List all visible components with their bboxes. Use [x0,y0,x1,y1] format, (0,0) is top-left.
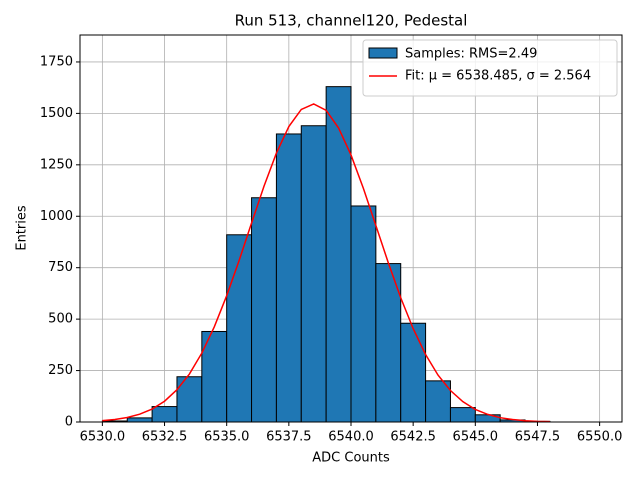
y-axis-label: Entries [15,205,30,251]
bar [201,330,228,423]
x-tick-label: 6532.5 [142,430,188,445]
y-tick-label: 1000 [40,209,73,224]
y-tick-label: 0 [65,415,73,430]
x-axis-label: ADC Counts [312,451,390,466]
x-tick-label: 6542.5 [390,430,436,445]
legend-swatch [368,47,398,59]
bar [126,417,153,423]
x-tick-label: 6545.0 [453,430,499,445]
x-tick-label: 6550.0 [577,430,623,445]
bar [300,125,327,423]
y-tick-label: 500 [48,312,73,327]
legend-box [362,39,618,97]
bar [350,205,377,423]
x-tick-label: 6547.5 [515,430,561,445]
legend: Samples: RMS=2.49 Fit: μ = 6538.485, σ = … [362,39,618,97]
bar [176,376,203,423]
legend-label: Fit: μ = 6538.485, σ = 2.564 [405,69,591,84]
y-tick-label: 1500 [40,106,73,121]
bar [275,133,302,423]
bar [400,322,427,423]
fit-line [102,103,550,423]
x-tick-label: 6540.0 [328,430,374,445]
y-tick-label: 750 [48,260,73,275]
y-tick-label: 1750 [40,54,73,69]
x-tick-label: 6537.5 [266,430,312,445]
x-tick-label: 6535.0 [204,430,250,445]
plot-frame [79,34,623,423]
bar [449,407,476,423]
bar [425,380,451,423]
bar [251,197,277,423]
bar [226,234,253,423]
legend-label: Samples: RMS=2.49 [405,47,537,62]
bar [325,86,352,423]
bar [474,414,501,423]
x-tick-label: 6530.0 [80,430,126,445]
chart-title: Run 513, channel120, Pedestal [235,12,468,30]
y-tick-label: 250 [48,363,73,378]
bar [151,406,178,423]
y-tick-label: 1250 [40,157,73,172]
